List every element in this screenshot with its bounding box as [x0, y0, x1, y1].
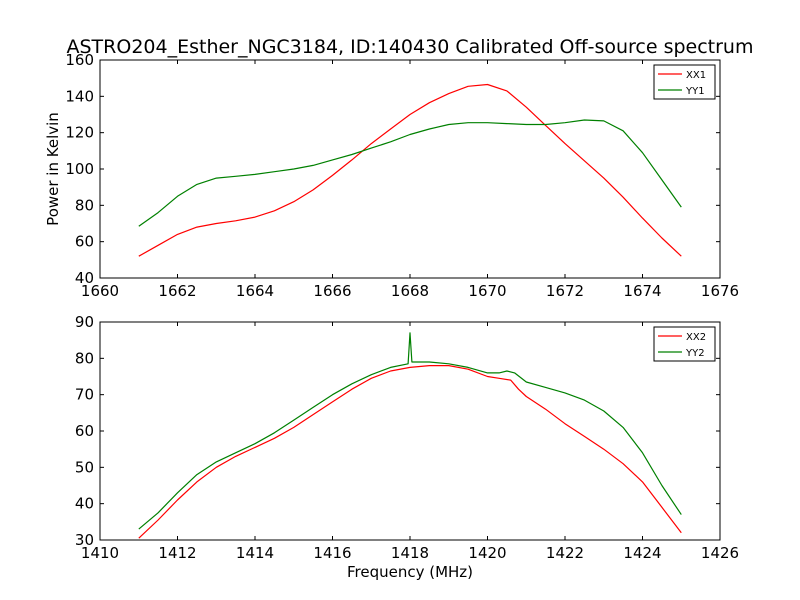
y-axis-title: Power in Kelvin	[44, 112, 62, 226]
x-tick-label: 1422	[546, 544, 584, 562]
x-tick-label: 1410	[81, 544, 119, 562]
y-tick-label: 70	[75, 386, 94, 404]
y-tick-label: 120	[65, 124, 94, 142]
x-tick-label: 1664	[236, 282, 274, 300]
x-tick-label: 1668	[391, 282, 429, 300]
x-tick-label: 1424	[623, 544, 661, 562]
x-tick-label: 1666	[313, 282, 351, 300]
series-line-yy2	[138, 332, 682, 530]
y-tick-label: 140	[65, 87, 94, 105]
x-tick-label: 1412	[158, 544, 196, 562]
x-tick-label: 1662	[158, 282, 196, 300]
chart-panels: 1660 1662 1664 1666 1668 1670 1672 1674 1676 40 60…	[44, 51, 739, 581]
y-tick-label: 60	[75, 422, 94, 440]
legend-label-xx2: XX2	[686, 332, 706, 343]
figure-title: ASTRO204_Esther_NGC3184, ID:140430 Calib…	[67, 36, 754, 58]
x-tick-label: 1670	[468, 282, 506, 300]
series-line-xx1	[138, 83, 682, 257]
x-tick-label: 1420	[468, 544, 506, 562]
y-tick-label: 80	[75, 349, 94, 367]
y-tick-label: 60	[75, 233, 94, 251]
panel-1: 1660 1662 1664 1666 1668 1670 1672 1674 1676 40 60…	[44, 51, 739, 300]
legend-label-yy1: YY1	[685, 86, 705, 97]
x-tick-label: 1414	[236, 544, 274, 562]
legend-box	[653, 326, 716, 362]
panel-2: 1410 1412 1414 1416 1418 1420 1422 1424 1426 30 40…	[75, 313, 739, 581]
x-tick-label: 1660	[81, 282, 119, 300]
y-tick-label: 90	[75, 313, 94, 331]
legend-label-xx1: XX1	[686, 70, 706, 81]
x-tick-label: 1672	[546, 282, 584, 300]
y-tick-label: 160	[65, 51, 94, 69]
y-tick-label: 100	[65, 160, 94, 178]
series-line-yy1	[138, 119, 682, 227]
y-tick-label: 50	[75, 458, 94, 476]
x-tick-label: 1676	[701, 282, 739, 300]
y-tick-label: 80	[75, 196, 94, 214]
x-tick-label: 1416	[313, 544, 351, 562]
series-line-xx2	[138, 365, 682, 539]
legend-box	[653, 64, 716, 100]
x-tick-label: 1426	[701, 544, 739, 562]
legend-label-yy2: YY2	[685, 348, 705, 359]
x-tick-label: 1674	[623, 282, 661, 300]
x-tick-label: 1418	[391, 544, 429, 562]
x-axis-title: Frequency (MHz)	[347, 563, 473, 581]
y-tick-label: 30	[75, 531, 94, 549]
y-tick-label: 40	[75, 495, 94, 513]
y-tick-label: 40	[75, 269, 94, 287]
